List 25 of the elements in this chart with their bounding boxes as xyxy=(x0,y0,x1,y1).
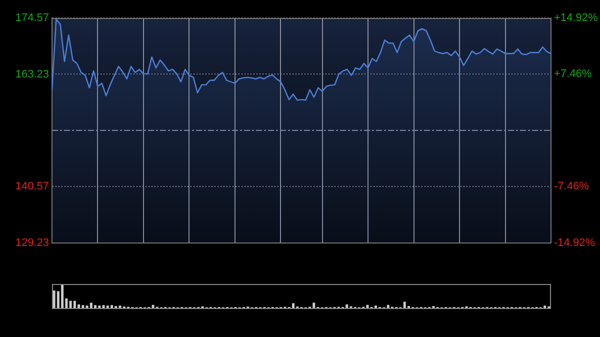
bar xyxy=(52,290,56,308)
bar xyxy=(152,304,154,308)
y-tick-label: 129.23 xyxy=(15,236,49,249)
bar xyxy=(82,305,84,308)
bar xyxy=(292,303,294,308)
y-tick-label: 163.23 xyxy=(15,68,49,80)
bar xyxy=(386,304,390,308)
bar xyxy=(90,302,92,308)
bar xyxy=(78,304,80,308)
y2-tick-label: -7.46% xyxy=(554,180,590,193)
y-tick-label: 140.57 xyxy=(15,180,49,193)
bar xyxy=(312,302,316,308)
y2-tick-label: +14.92% xyxy=(554,12,598,24)
bar xyxy=(403,302,406,308)
y2-tick-label: -14.92% xyxy=(554,236,596,249)
y-tick-label: 174.57 xyxy=(15,12,49,24)
bar xyxy=(73,300,76,308)
bar xyxy=(110,305,114,308)
y2-tick-label: +7.46% xyxy=(554,68,592,80)
bar xyxy=(366,304,369,308)
bar xyxy=(102,305,105,308)
bar xyxy=(346,304,348,308)
bar xyxy=(61,284,64,308)
bar xyxy=(94,305,97,308)
bar xyxy=(69,300,72,308)
